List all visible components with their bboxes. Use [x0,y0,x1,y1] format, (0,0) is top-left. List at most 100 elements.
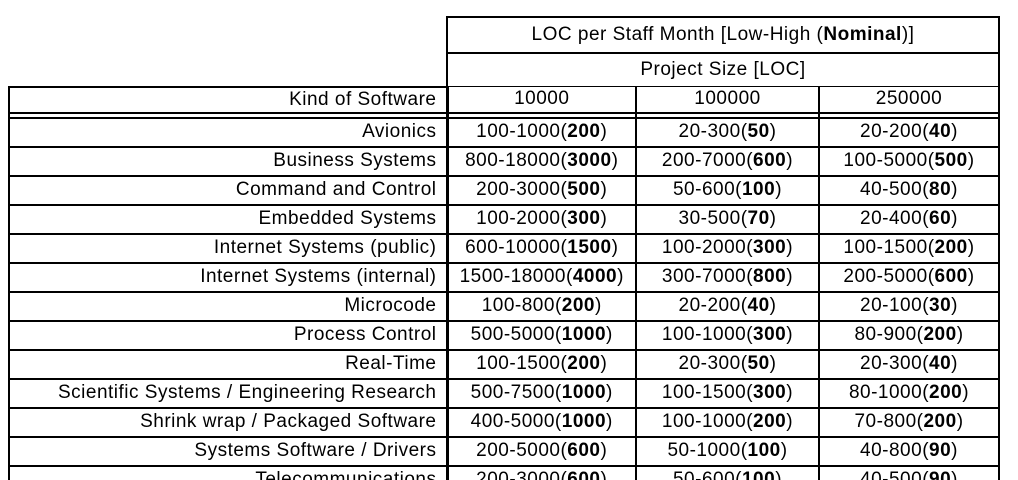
value-cell: 20-300(50) [636,117,820,148]
column-header-row: Kind of Software 10000 100000 250000 [8,85,1000,114]
value-cell: 100-2000(300) [447,204,637,235]
nominal-value: 300 [753,237,787,258]
double-rule-segment [819,112,1000,119]
nominal-value: 600 [567,469,601,480]
nominal-value: 300 [753,382,787,403]
loc-range: 50-600 [672,469,736,480]
loc-range: 100-2000 [661,237,747,258]
nominal-value: 40 [747,295,770,316]
value-cell: 500-7500(1000) [447,378,637,409]
subtitle-row: Project Size [LOC] [9,53,1000,87]
value-cell: 200-3000(600) [447,465,637,480]
loc-range: 200-7000 [661,150,747,171]
table-title: LOC per Staff Month [Low-High (Nominal)] [446,16,1000,54]
row-label: Internet Systems (internal) [8,262,449,293]
nominal-value: 100 [741,469,776,480]
nominal-value: 1000 [561,324,607,345]
value-cell: 100-1000(200) [636,407,820,438]
nominal-value: 80 [929,179,952,200]
row-label: Process Control [8,320,449,351]
double-rule-segment [636,112,820,119]
row-label: Microcode [8,291,449,322]
table-title-prefix: LOC per Staff Month [Low-High ( [531,24,824,45]
value-cell: 100-1500(200) [447,349,637,380]
value-cell: 20-300(50) [636,349,820,380]
nominal-value: 200 [929,382,963,403]
value-cell: 100-2000(300) [636,233,820,264]
loc-range: 40-800 [860,440,923,461]
nominal-value: 1000 [561,382,607,403]
value-cell: 200-7000(600) [636,146,820,177]
nominal-value: 600 [753,150,787,171]
loc-range: 100-1000 [661,411,747,432]
loc-range: 50-1000 [667,440,741,461]
loc-range: 40-500 [860,179,923,200]
row-label: Telecommunications [8,465,449,480]
table-row: Avionics 100-1000(200) 20-300(50) 20-200(40… [8,117,1000,148]
value-cell: 50-600(100) [636,175,820,206]
nominal-value: 200 [567,121,601,142]
nominal-value: 3000 [567,150,612,171]
value-cell: 20-400(60) [819,204,1000,235]
loc-range: 20-100 [860,295,923,316]
value-cell: 300-7000(800) [636,262,820,293]
table-row: Business Systems 800-18000(3000) 200-7000(… [8,146,1000,177]
loc-range: 100-2000 [476,208,561,229]
title-row: LOC per Staff Month [Low-High (Nominal)] [9,16,1000,54]
value-cell: 50-1000(100) [636,436,820,467]
project-size-header: Project Size [LOC] [446,53,1000,87]
nominal-value: 500 [567,179,601,200]
loc-range: 200-5000 [476,440,561,461]
value-cell: 20-200(40) [636,291,820,322]
value-cell: 100-1000(300) [636,320,820,351]
value-cell: 20-100(30) [819,291,1000,322]
table-row: Internet Systems (internal) 1500-18000(40… [8,262,1000,293]
nominal-value: 200 [567,353,601,374]
column-header-100000: 100000 [636,86,820,114]
nominal-value: 50 [747,353,770,374]
table-row: Shrink wrap / Packaged Software 400-5000(… [8,407,1000,438]
value-cell: 70-800(200) [819,407,1000,438]
loc-range: 800-18000 [465,150,561,171]
nominal-value: 1000 [561,411,607,432]
row-label: Real-Time [8,349,449,380]
table-title-suffix: )] [901,24,915,45]
double-rule-segment [447,112,637,119]
loc-range: 100-1500 [661,382,747,403]
loc-range: 50-600 [672,179,736,200]
kind-of-software-header: Kind of Software [8,85,449,114]
table-row: Command and Control 200-3000(500) 50-600(1… [8,175,1000,206]
value-cell: 200-3000(500) [447,175,637,206]
loc-range: 500-7500 [470,382,555,403]
loc-range: 20-200 [678,295,741,316]
value-cell: 800-18000(3000) [447,146,637,177]
row-label: Systems Software / Drivers [8,436,449,467]
nominal-value: 500 [934,150,968,171]
nominal-value: 300 [567,208,601,229]
nominal-value: 800 [753,266,787,287]
loc-range: 400-5000 [470,411,555,432]
value-cell: 200-5000(600) [447,436,637,467]
loc-range: 20-400 [860,208,923,229]
nominal-value: 200 [923,324,957,345]
value-cell: 50-600(100) [636,465,820,480]
value-cell: 100-1500(200) [819,233,1000,264]
row-label: Avionics [8,117,449,148]
loc-range: 20-300 [678,353,741,374]
loc-range: 500-5000 [470,324,555,345]
nominal-value: 50 [747,121,770,142]
nominal-value: 30 [929,295,952,316]
loc-range: 100-1000 [661,324,747,345]
nominal-value: 100 [741,179,776,200]
nominal-value: 600 [934,266,968,287]
table-title-bold: Nominal [823,24,902,45]
loc-range: 20-300 [860,353,923,374]
loc-range: 100-1500 [843,237,928,258]
double-rule-spacer [8,112,1000,119]
row-label: Internet Systems (public) [8,233,449,264]
loc-range: 20-200 [860,121,923,142]
value-cell: 80-1000(200) [819,378,1000,409]
value-cell: 40-800(90) [819,436,1000,467]
row-label: Command and Control [8,175,449,206]
